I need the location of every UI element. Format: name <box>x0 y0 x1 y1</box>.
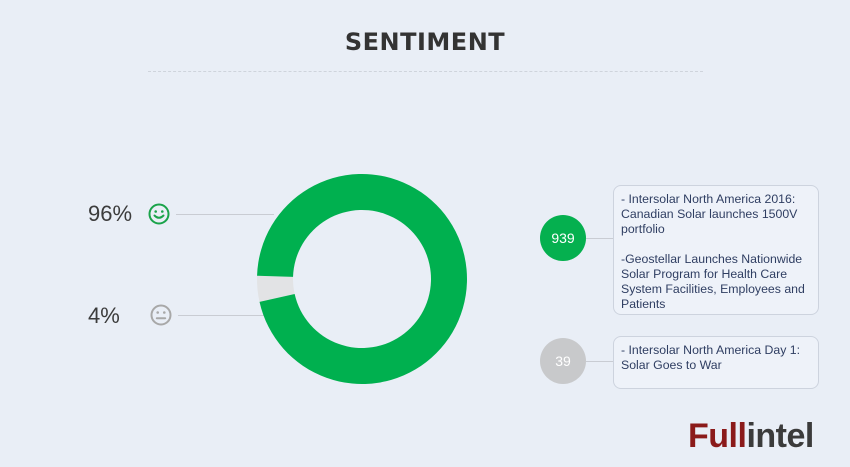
positive-leader-line <box>176 214 274 215</box>
title-divider <box>148 71 703 72</box>
positive-headlines-callout: - Intersolar North America 2016: Canadia… <box>613 185 819 315</box>
positive-percent-label: 96% <box>88 201 133 226</box>
fullintel-logo: Fullintel <box>688 417 814 455</box>
page-title: SENTIMENT <box>344 28 506 56</box>
headline-item: - Intersolar North America 2016: Canadia… <box>621 192 798 236</box>
neutral-percent-label: 4% <box>88 303 120 328</box>
donut-slice-positive <box>257 174 468 384</box>
headline-item: -Geostellar Launches Nationwide Solar Pr… <box>621 252 805 311</box>
smiley-positive-icon <box>148 203 170 225</box>
positive-callout-connector <box>586 238 614 239</box>
smiley-neutral-icon <box>150 304 172 326</box>
neutral-headlines-callout: - Intersolar North America Day 1: Solar … <box>613 336 819 389</box>
sentiment-donut-chart <box>257 174 468 384</box>
neutral-count-badge: 39 <box>540 338 586 384</box>
positive-count-badge: 939 <box>540 215 586 261</box>
donut-slice-neutral <box>257 275 295 302</box>
neutral-callout-connector <box>586 361 614 362</box>
neutral-leader-line <box>178 315 264 316</box>
headline-item: - Intersolar North America Day 1: Solar … <box>621 343 801 372</box>
